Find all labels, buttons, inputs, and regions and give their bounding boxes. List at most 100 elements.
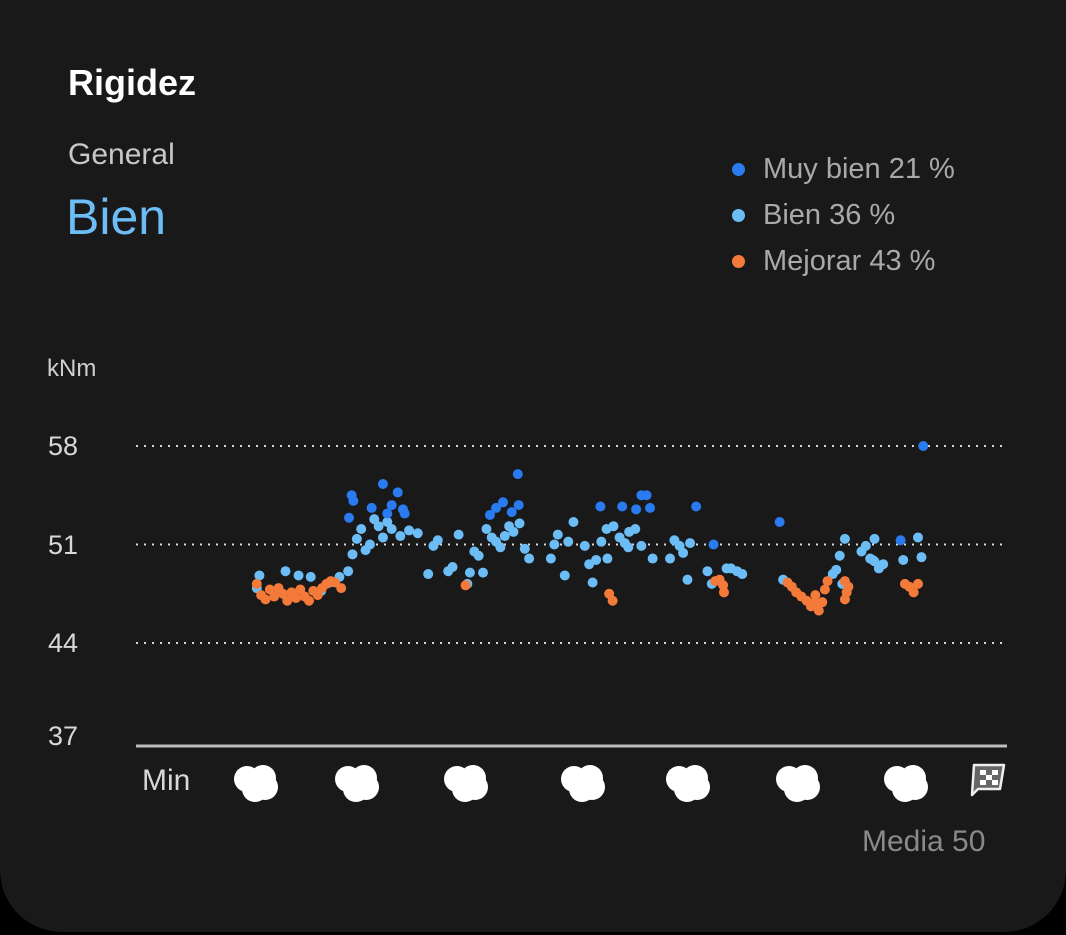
point-mejorar	[251, 578, 262, 589]
point-mejorar	[718, 587, 729, 598]
point-bien	[596, 536, 607, 547]
point-mejorar	[819, 584, 830, 595]
legend-dot-icon	[732, 254, 745, 268]
point-bien	[549, 539, 560, 550]
y-tick-label: 58	[48, 431, 79, 461]
point-mejorar	[839, 594, 850, 605]
point-bien	[280, 566, 291, 577]
point-bien	[867, 554, 878, 565]
point-bien	[647, 553, 658, 564]
point-muy-bien	[918, 441, 929, 451]
point-mejorar	[908, 587, 919, 598]
point-bien	[499, 531, 510, 542]
checkered-flag-icon	[970, 763, 1006, 797]
chart-legend: Muy bien 21 % Bien 36 % Mejorar 43 %	[732, 146, 955, 284]
point-bien	[404, 525, 415, 536]
y-axis-unit: kNm	[47, 355, 97, 382]
point-bien	[432, 535, 443, 546]
point-muy-bien	[641, 490, 652, 501]
point-mejorar	[269, 591, 280, 602]
point-muy-bien	[774, 516, 785, 527]
point-muy-bien	[895, 535, 906, 546]
point-bien	[568, 516, 579, 527]
point-bien	[305, 571, 316, 582]
point-bien	[587, 577, 598, 588]
point-mejorar	[913, 578, 923, 589]
point-bien	[364, 539, 375, 550]
point-bien	[579, 540, 590, 551]
point-mejorar	[460, 580, 471, 591]
point-muy-bien	[366, 502, 377, 513]
point-mejorar	[607, 595, 618, 606]
redaction-blob	[902, 774, 928, 800]
point-bien	[602, 553, 613, 564]
point-bien	[356, 524, 367, 535]
point-bien	[351, 533, 362, 544]
point-mejorar	[290, 592, 301, 603]
y-tick-label: 37	[48, 721, 79, 751]
point-mejorar	[813, 605, 824, 616]
point-bien	[869, 533, 880, 544]
point-muy-bien	[617, 501, 628, 512]
point-muy-bien	[348, 495, 359, 506]
redaction-blob	[462, 774, 488, 800]
point-muy-bien	[386, 500, 397, 511]
point-bien	[685, 538, 696, 549]
point-bien	[608, 521, 619, 532]
point-bien	[678, 547, 689, 558]
x-axis-start-label: Min	[142, 764, 191, 797]
point-bien	[831, 564, 842, 575]
point-muy-bien	[513, 500, 524, 511]
point-bien	[524, 553, 535, 564]
redaction-blob	[579, 774, 605, 800]
redaction-blob	[353, 774, 379, 800]
point-mejorar	[260, 594, 271, 605]
point-bien	[623, 542, 634, 553]
point-bien	[508, 526, 519, 537]
point-bien	[545, 553, 556, 564]
point-bien	[559, 570, 570, 581]
point-bien	[519, 543, 530, 554]
point-mejorar	[810, 597, 821, 608]
point-bien	[737, 569, 748, 580]
point-mejorar	[304, 595, 314, 606]
point-muy-bien	[512, 469, 523, 480]
point-bien	[447, 562, 458, 573]
legend-dot-icon	[732, 162, 745, 176]
point-muy-bien	[506, 507, 517, 518]
point-muy-bien	[708, 539, 719, 550]
legend-label: Mejorar 43 %	[763, 244, 936, 277]
point-bien	[386, 524, 397, 535]
point-bien	[898, 554, 909, 565]
legend-item-mejorar: Mejorar 43 %	[732, 238, 955, 284]
point-bien	[343, 566, 354, 577]
y-tick-label: 44	[48, 628, 79, 658]
overall-rating: Bien	[66, 189, 167, 245]
point-bien	[453, 529, 464, 540]
point-bien	[839, 533, 850, 544]
point-bien	[423, 569, 434, 580]
point-bien	[412, 528, 423, 539]
point-bien	[834, 550, 845, 561]
legend-item-bien: Bien 36 %	[732, 192, 955, 238]
point-bien	[395, 531, 406, 542]
point-muy-bien	[382, 508, 393, 519]
card-title: Rigidez	[68, 62, 197, 103]
point-mejorar	[336, 583, 347, 594]
redaction-blob	[684, 774, 710, 800]
point-bien	[293, 570, 304, 581]
average-value: Media 50	[862, 825, 986, 858]
point-muy-bien	[491, 502, 502, 513]
point-bien	[495, 542, 506, 553]
point-bien	[552, 529, 563, 540]
redaction-blob	[794, 774, 820, 800]
point-mejorar	[822, 576, 833, 587]
point-bien	[563, 536, 574, 547]
point-bien	[916, 552, 927, 563]
point-muy-bien	[645, 502, 656, 513]
y-tick-label: 51	[48, 530, 79, 560]
point-bien	[514, 518, 525, 529]
point-bien	[473, 550, 484, 561]
point-bien	[373, 521, 384, 532]
